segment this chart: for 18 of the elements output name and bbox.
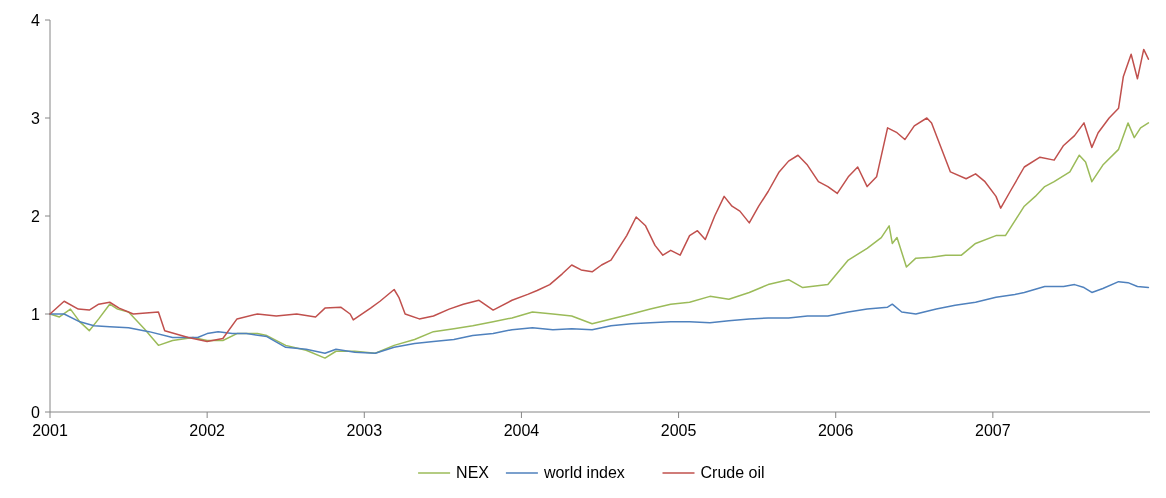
legend-label: Crude oil	[700, 464, 765, 481]
y-tick-label: 1	[31, 305, 41, 323]
line-series	[49, 280, 1150, 354]
line-series	[49, 122, 1150, 359]
x-tick-label: 2005	[660, 422, 697, 439]
y-tick-label: 3	[31, 109, 41, 127]
x-tick-label: 2007	[975, 422, 1011, 439]
legend-label: world index	[542, 464, 625, 481]
y-tick-label: 0	[31, 403, 41, 421]
line-series	[49, 48, 1150, 343]
y-tick-label: 4	[31, 11, 41, 29]
y-tick-label: 2	[31, 207, 41, 225]
x-tick-label: 2006	[817, 422, 854, 439]
x-tick-label: 2003	[346, 422, 383, 439]
x-tick-label: 2004	[503, 422, 540, 439]
legend-label: NEX	[456, 464, 490, 481]
x-tick-label: 2001	[32, 422, 68, 439]
x-tick-label: 2002	[189, 422, 226, 439]
